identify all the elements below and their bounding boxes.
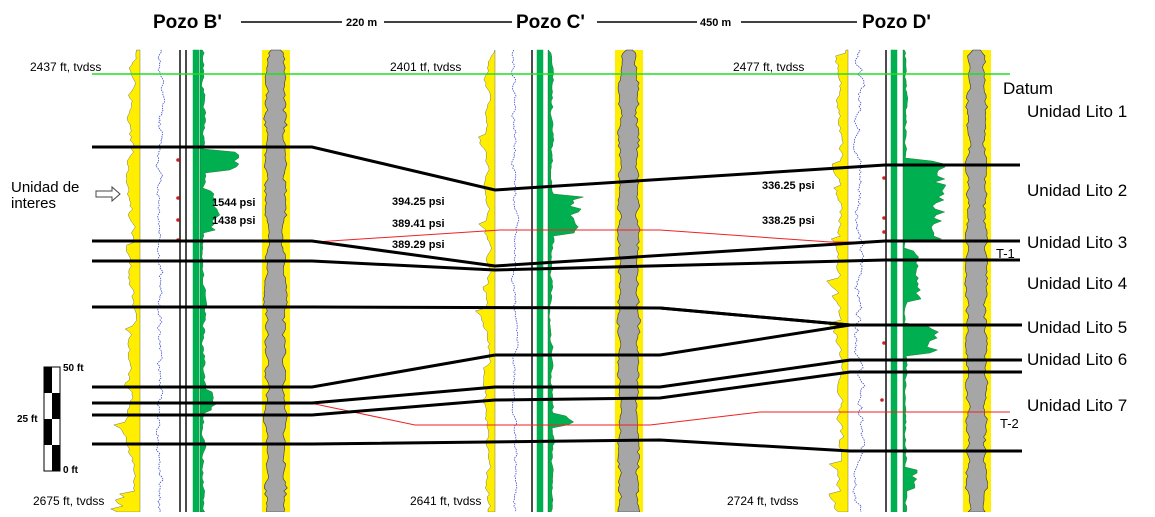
- pressure-b-1: 1544 psi: [212, 197, 255, 209]
- well-d-bottom-depth: 2724 ft, tvdss: [727, 494, 798, 508]
- well-c-resistivity-log: [547, 49, 584, 513]
- well-c-top-depth: 2401 tf, tvdss: [390, 60, 461, 74]
- correlation-line-3: [92, 258, 1020, 272]
- fault-label-t1: T-1: [996, 246, 1015, 261]
- unit-label-1: Unidad Lito 1: [1027, 102, 1127, 121]
- well-c-sp-curve: [510, 49, 520, 513]
- pressure-c-1: 394.25 psi: [392, 196, 445, 208]
- scale-label-mid: 25 ft: [17, 414, 38, 425]
- pressure-d-1: 336.25 psi: [762, 180, 815, 192]
- pressure-point-1: [176, 158, 180, 162]
- well-b-resistivity-log: [199, 49, 240, 513]
- correlation-line-8: [92, 358, 1022, 405]
- interest-arrow-icon: [95, 185, 121, 203]
- well-b-bottom-depth: 2675 ft, tvdss: [33, 494, 104, 508]
- pressure-point-3: [176, 218, 180, 222]
- scale-segment-2: [52, 393, 60, 419]
- correlation-line-10: [92, 438, 1022, 453]
- well-d-top-depth: 2477 ft, tvdss: [733, 60, 804, 74]
- scale-segment-3: [44, 419, 52, 445]
- well-c-porosity-fill: [616, 49, 641, 513]
- scale-segment-1: [44, 367, 52, 393]
- correlation-lines: [92, 145, 1022, 453]
- distance-label-cd: 450 m: [700, 17, 731, 29]
- unit-label-2: Unidad Lito 2: [1027, 181, 1127, 200]
- correlation-line-1: [92, 145, 1020, 192]
- pressure-d-2: 338.25 psi: [762, 215, 815, 227]
- distance-label-bc: 220 m: [346, 17, 377, 29]
- pressure-c-3: 389.29 psi: [392, 239, 445, 251]
- datum-label: Datum: [1003, 79, 1053, 98]
- correlation-line-5: [659, 306, 851, 327]
- scale-label-top: 50 ft: [63, 363, 84, 374]
- correlation-line-4: [92, 305, 1022, 327]
- well-d-sp-curve: [852, 49, 866, 513]
- correlation-line-9: [92, 370, 1022, 417]
- correlation-line-2: [92, 239, 1020, 268]
- unit-label-3: Unidad Lito 3: [1027, 233, 1127, 252]
- unit-label-4: Unidad Lito 4: [1027, 274, 1127, 293]
- pressure-b-2: 1438 psi: [212, 215, 255, 227]
- pressure-point-7: [882, 230, 886, 234]
- well-b-top-depth: 2437 ft, tvdss: [30, 60, 101, 74]
- well-c-gamma-log: [474, 49, 496, 513]
- pressure-point-9: [880, 398, 884, 402]
- well-title-d: Pozo D': [862, 12, 931, 33]
- interest-label-line2: interes: [11, 195, 56, 212]
- well-c-bottom-depth: 2641 ft, tvdss: [410, 494, 481, 508]
- well-d-gamma-log: [826, 49, 849, 513]
- unit-label-6: Unidad Lito 6: [1027, 350, 1127, 369]
- well-d-lith-column: [890, 49, 898, 513]
- well-title-c: Pozo C': [516, 12, 585, 33]
- unit-label-7: Unidad Lito 7: [1027, 396, 1127, 415]
- pressure-c-2: 389.41 psi: [392, 218, 445, 230]
- pressure-point-2: [176, 196, 180, 200]
- scale-segment-4: [52, 445, 60, 471]
- pressure-point-5: [882, 176, 886, 180]
- well-title-b: Pozo B': [153, 12, 222, 33]
- well-b-gamma-log: [110, 49, 141, 513]
- scale-label-bottom: 0 ft: [63, 465, 79, 476]
- unit-label-5: Unidad Lito 5: [1027, 318, 1127, 337]
- interest-label-line1: Unidad de: [11, 179, 79, 196]
- scale-bar: 50 ft 25 ft 0 ft: [17, 363, 84, 476]
- well-d-resistivity-log: [902, 49, 947, 513]
- fault-label-t2: T-2: [1000, 416, 1019, 431]
- correlation-line-6: [495, 323, 851, 357]
- pressure-point-6: [882, 216, 886, 220]
- pressure-point-8: [882, 341, 886, 345]
- correlation-line-7: [92, 353, 496, 389]
- well-b-sp-curve: [155, 49, 165, 513]
